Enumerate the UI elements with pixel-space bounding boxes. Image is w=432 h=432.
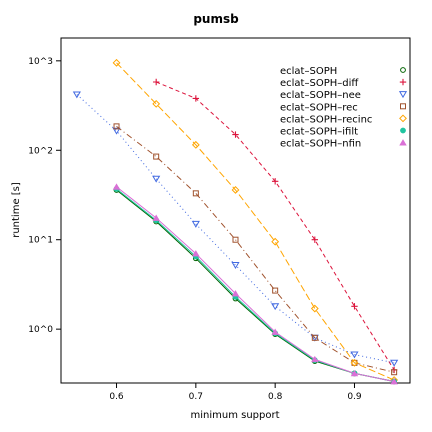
series-line bbox=[116, 186, 395, 382]
data-point bbox=[152, 175, 161, 183]
data-point bbox=[311, 236, 319, 243]
data-point bbox=[232, 236, 239, 243]
data-point bbox=[311, 334, 318, 341]
data-point bbox=[311, 355, 319, 363]
x-axis-label: minimum support bbox=[190, 410, 279, 421]
legend-entry-label: eclat–SOPH–nee bbox=[280, 90, 361, 101]
data-point bbox=[152, 214, 160, 221]
data-point bbox=[113, 123, 120, 130]
data-point bbox=[231, 186, 240, 194]
data-point bbox=[271, 237, 280, 246]
series-line bbox=[116, 62, 395, 381]
series-6 bbox=[112, 183, 398, 385]
x-tick-label: 0.7 bbox=[189, 392, 203, 402]
data-point bbox=[191, 220, 200, 228]
legend-entry-label: eclat–SOPH–rec bbox=[280, 102, 358, 113]
series-3 bbox=[113, 123, 398, 376]
data-point bbox=[192, 250, 200, 257]
data-point bbox=[112, 58, 121, 67]
data-point bbox=[232, 131, 239, 138]
series-layer bbox=[72, 58, 399, 385]
series-line bbox=[116, 188, 395, 382]
legend-marker bbox=[400, 67, 406, 73]
y-tick-label: 10^0 bbox=[28, 325, 53, 335]
legend-marker bbox=[399, 114, 407, 123]
data-point bbox=[271, 303, 280, 311]
data-point bbox=[350, 351, 359, 359]
data-point bbox=[231, 290, 240, 297]
data-point bbox=[231, 262, 240, 269]
data-point bbox=[310, 304, 319, 313]
y-tick-label: 10^2 bbox=[28, 146, 53, 156]
data-point bbox=[391, 369, 398, 376]
data-point bbox=[192, 190, 199, 197]
legend-entry-label: eclat–SOPH–ifilt bbox=[280, 127, 358, 138]
series-line bbox=[116, 126, 395, 373]
legend-marker bbox=[398, 91, 408, 99]
data-point bbox=[112, 183, 121, 190]
x-tick-label: 0.8 bbox=[268, 392, 283, 402]
x-tick-label: 0.6 bbox=[109, 392, 124, 402]
data-point bbox=[191, 140, 200, 149]
legend-marker bbox=[399, 139, 407, 146]
data-point bbox=[390, 359, 399, 367]
y-tick-label: 10^1 bbox=[28, 236, 53, 246]
series-4 bbox=[112, 58, 399, 384]
data-point bbox=[272, 287, 279, 294]
legend-marker bbox=[400, 103, 406, 110]
data-point bbox=[350, 358, 359, 367]
data-point bbox=[271, 178, 279, 185]
legend-entry-label: eclat–SOPH–diff bbox=[280, 78, 359, 89]
x-tick-label: 0.9 bbox=[347, 392, 362, 402]
chart-title: pumsb bbox=[193, 12, 239, 26]
data-point bbox=[390, 378, 398, 385]
data-point bbox=[192, 95, 200, 102]
data-point bbox=[112, 127, 121, 135]
data-point bbox=[351, 303, 358, 310]
data-point bbox=[152, 99, 161, 108]
legend: eclat–SOPHeclat–SOPH–diffeclat–SOPH–neee… bbox=[280, 66, 408, 150]
legend-marker bbox=[400, 127, 406, 134]
plot-frame bbox=[60, 37, 411, 384]
legend-marker bbox=[399, 78, 407, 86]
legend-entry-label: eclat–SOPH bbox=[280, 66, 337, 77]
data-point bbox=[72, 91, 81, 99]
data-point bbox=[153, 153, 160, 160]
data-point bbox=[350, 369, 359, 377]
legend-entry-label: eclat–SOPH–recinc bbox=[280, 114, 372, 125]
data-point bbox=[271, 328, 279, 335]
tick-layer: 0.6 0.7 0.8 0.9 10^0 10^1 10^2 10^3 bbox=[28, 57, 362, 402]
legend-entry-label: eclat–SOPH–nfin bbox=[280, 139, 361, 150]
y-tick-label: 10^3 bbox=[28, 57, 53, 67]
y-axis-label: runtime [s] bbox=[11, 182, 22, 238]
data-point bbox=[152, 78, 160, 86]
